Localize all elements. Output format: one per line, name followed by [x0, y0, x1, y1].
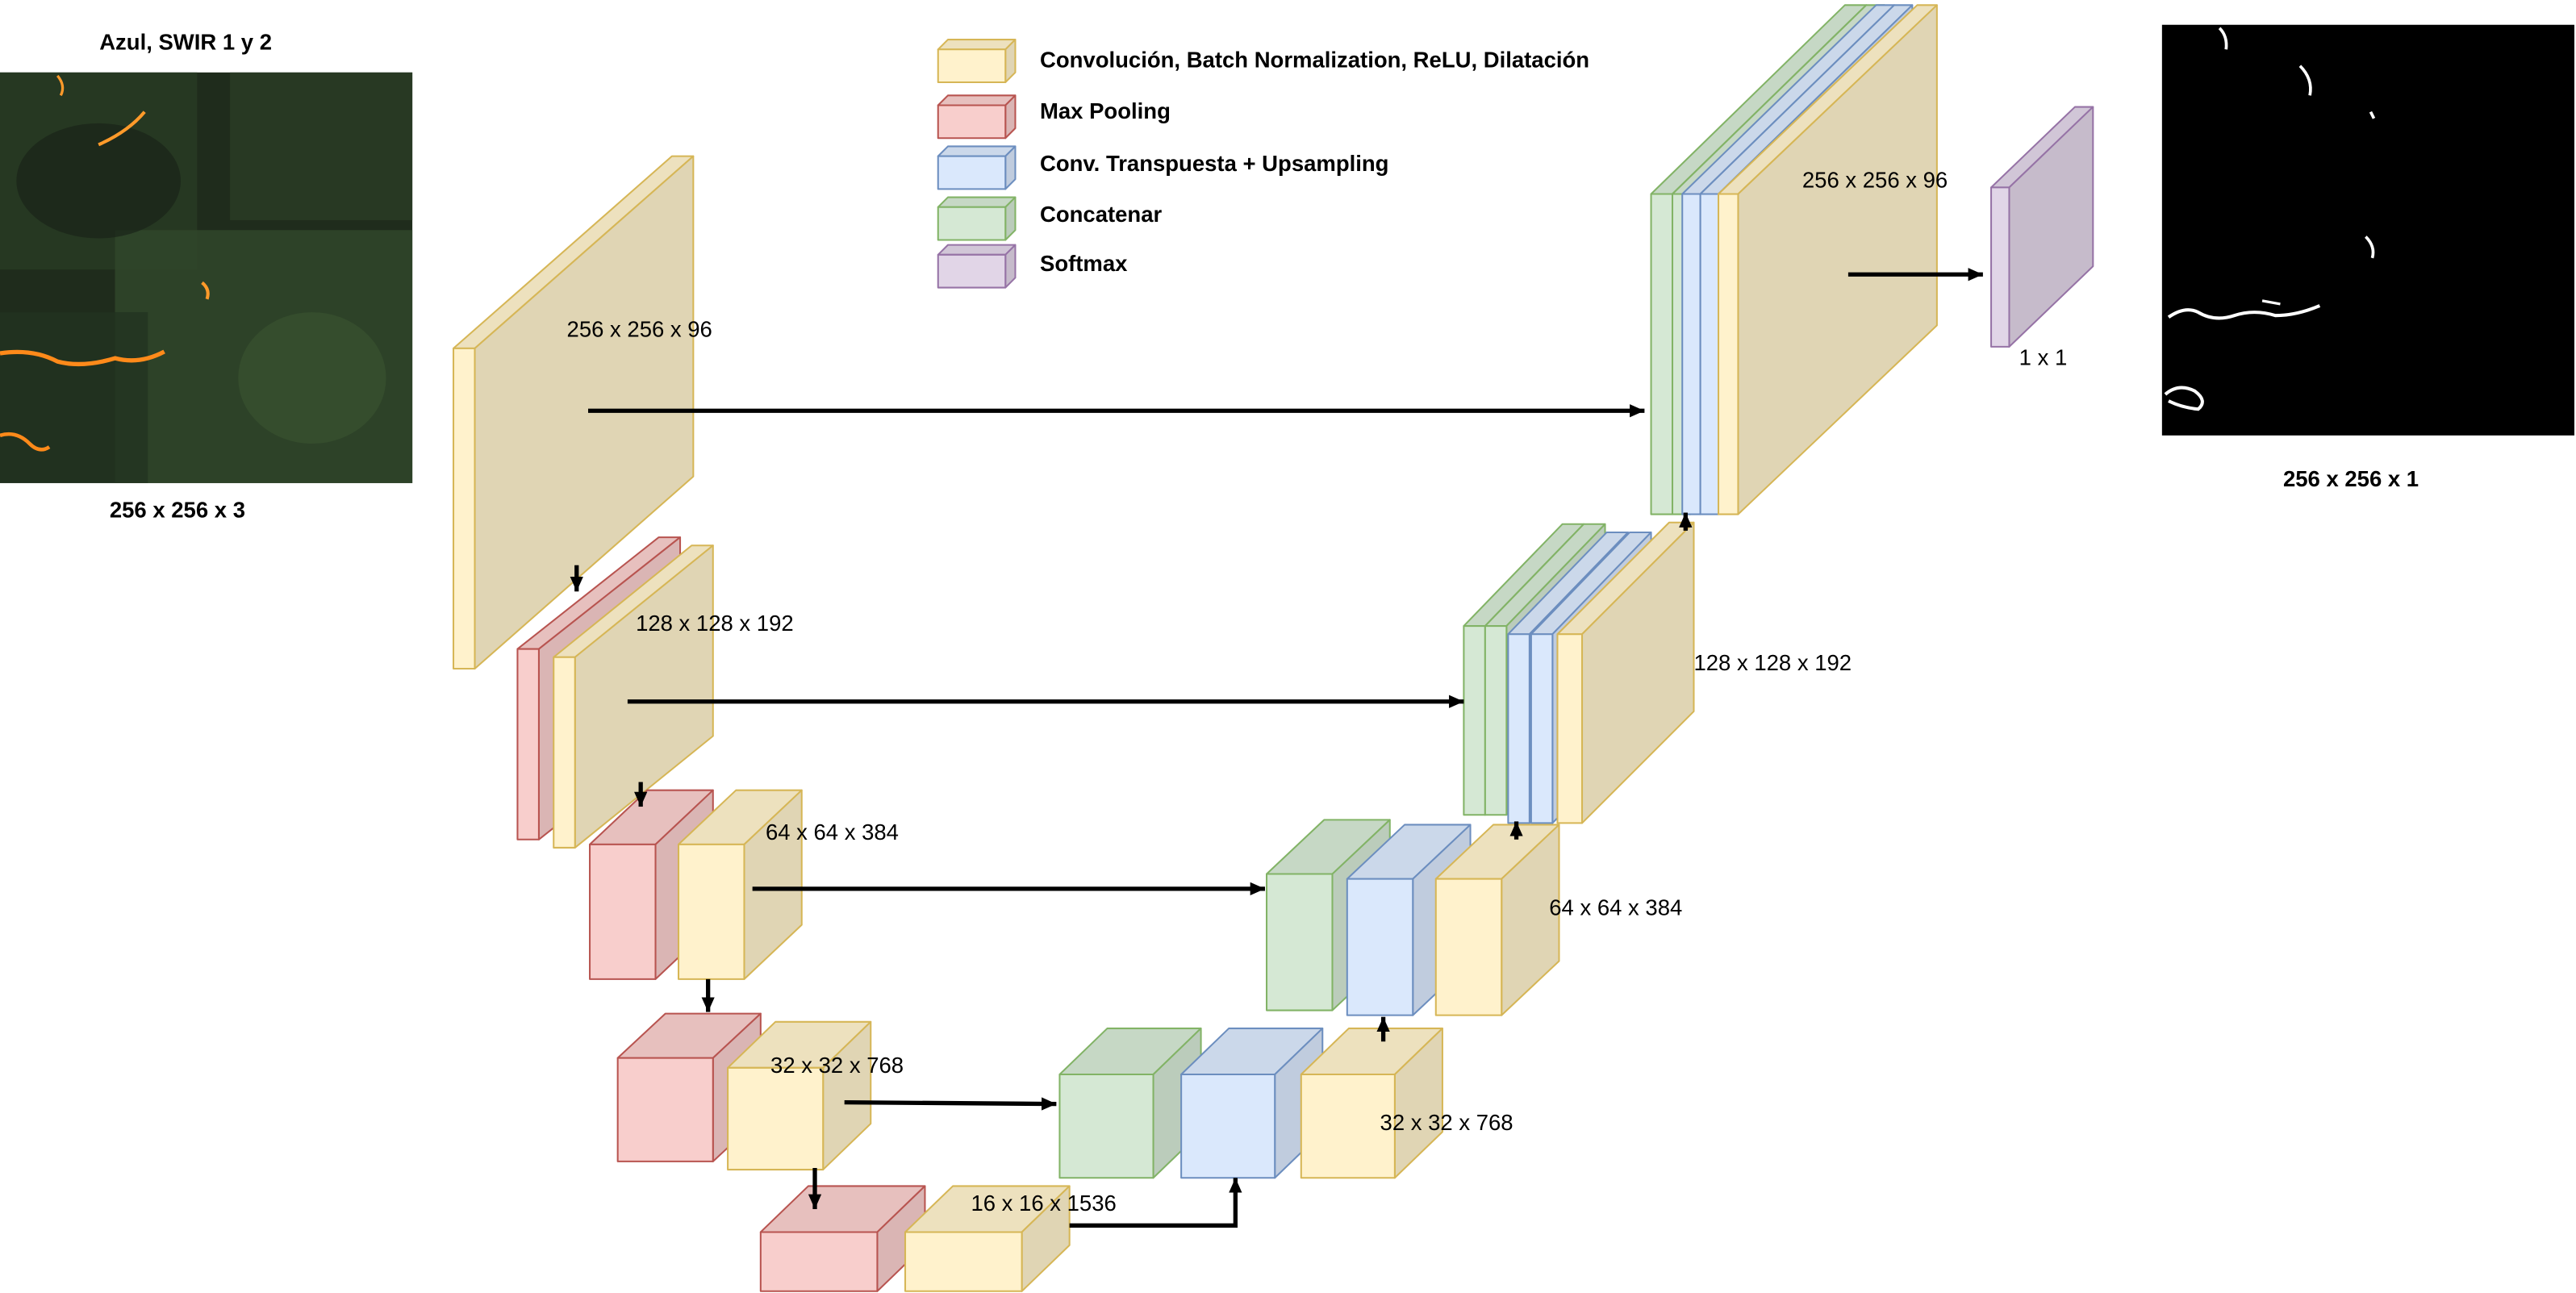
dec-d2-conv-block	[1556, 521, 1695, 824]
enc-l4-label: 32 x 32 x 768	[770, 1053, 904, 1078]
dec-d1-label: 256 x 256 x 96	[1802, 167, 1948, 192]
enc-l1-conv-block	[453, 155, 695, 670]
skip-connection-l4	[844, 1097, 1057, 1111]
input-image	[0, 72, 413, 483]
dec-d3-label: 64 x 64 x 384	[1549, 895, 1682, 920]
enc-l3-label: 64 x 64 x 384	[766, 820, 899, 845]
legend-softmax-swatch	[937, 244, 1017, 289]
legend-upsample-swatch	[937, 145, 1017, 190]
legend-pool-swatch	[937, 94, 1017, 140]
dec-d4-concat-block	[1058, 1027, 1202, 1179]
bottleneck-up-arrow	[1069, 1178, 1242, 1228]
dec-d4-label: 32 x 32 x 768	[1380, 1110, 1513, 1135]
legend-pool-label: Max Pooling	[1040, 98, 1171, 123]
enc-l1-label: 256 x 256 x 96	[567, 317, 712, 342]
legend-conv-label: Convolución, Batch Normalization, ReLU, …	[1040, 48, 1589, 73]
output-size-label: 256 x 256 x 1	[2283, 466, 2419, 491]
enc-l2-label: 128 x 128 x 192	[636, 611, 794, 636]
dec-d4-upsample-block	[1180, 1027, 1324, 1179]
legend: Convolución, Batch Normalization, ReLU, …	[937, 39, 1589, 289]
enc-l3-conv-block	[677, 789, 803, 980]
softmax-block	[1990, 106, 2094, 348]
input-image-title: Azul, SWIR 1 y 2	[99, 29, 272, 54]
bottleneck-pool-block	[759, 1185, 926, 1292]
bottleneck-label: 16 x 16 x 1536	[971, 1191, 1116, 1216]
legend-upsample-label: Conv. Transpuesta + Upsampling	[1040, 151, 1388, 176]
dec-d2-label: 128 x 128 x 192	[1693, 650, 1852, 675]
connections	[570, 268, 1983, 1228]
legend-concat-swatch	[937, 196, 1017, 241]
dec-d1-conv-block	[1718, 4, 1938, 515]
legend-concat-label: Concatenar	[1040, 202, 1163, 227]
legend-conv-swatch	[937, 39, 1017, 84]
input-size-label: 256 x 256 x 3	[110, 498, 245, 523]
dec-d3-conv-block	[1434, 824, 1560, 1016]
softmax-label: 1 x 1	[2019, 344, 2068, 369]
output-mask-image	[2161, 24, 2574, 436]
enc-l4-conv-block	[727, 1020, 872, 1171]
legend-softmax-label: Softmax	[1040, 251, 1128, 276]
layer-blocks	[453, 4, 2094, 1292]
bottleneck-conv-block	[904, 1185, 1071, 1292]
size-labels: 256 x 256 x 96 128 x 128 x 192 64 x 64 x…	[567, 167, 2068, 1216]
enc-l2-conv-block	[553, 544, 714, 849]
dec-d4-conv-block	[1300, 1027, 1443, 1179]
